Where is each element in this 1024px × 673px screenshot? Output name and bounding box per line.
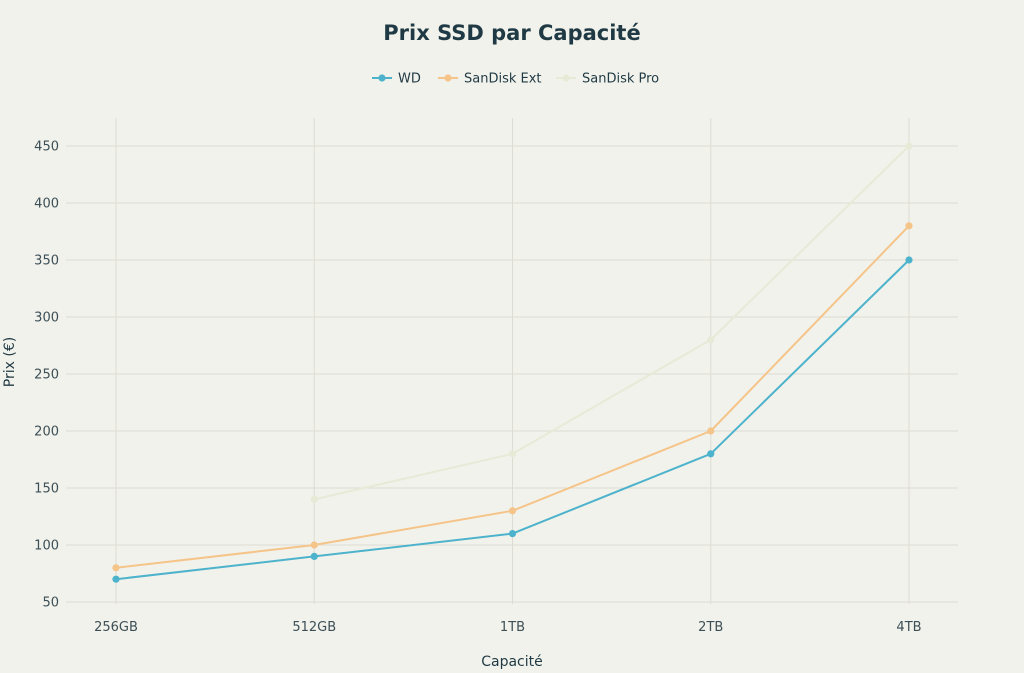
- x-tick-label: 2TB: [698, 620, 723, 635]
- legend-item[interactable]: SanDisk Ext: [438, 72, 542, 87]
- y-tick-label: 300: [34, 311, 59, 326]
- legend-swatch-marker: [378, 74, 386, 82]
- x-tick-label: 1TB: [500, 620, 525, 635]
- series-wd: [112, 256, 913, 583]
- legend-label: SanDisk Ext: [464, 72, 542, 87]
- legend-label: WD: [398, 72, 421, 87]
- x-axis-ticks: 256GB 512GB 1TB 2TB 4TB: [94, 620, 921, 635]
- data-point[interactable]: [707, 450, 715, 458]
- x-gridlines: [115, 118, 910, 604]
- y-tick-label: 150: [34, 482, 59, 497]
- y-tick-label: 50: [42, 596, 59, 611]
- y-tick-label: 250: [34, 368, 59, 383]
- y-axis-ticks: 50 100 150 200 250 300 350 400 450: [34, 140, 59, 611]
- legend: WD SanDisk Ext SanDisk Pro: [372, 72, 659, 87]
- x-tick-label: 4TB: [896, 620, 921, 635]
- y-axis-title: Prix (€): [2, 337, 18, 387]
- x-tick-label: 256GB: [94, 620, 138, 635]
- x-tick-label: 512GB: [292, 620, 336, 635]
- series-sandisk-pro: [310, 142, 913, 503]
- data-point[interactable]: [112, 575, 120, 583]
- legend-label: SanDisk Pro: [582, 72, 659, 87]
- y-tick-label: 450: [34, 140, 59, 155]
- y-tick-label: 200: [34, 425, 59, 440]
- y-tick-label: 350: [34, 254, 59, 269]
- data-point[interactable]: [707, 427, 715, 435]
- legend-item[interactable]: SanDisk Pro: [556, 72, 659, 87]
- data-point[interactable]: [508, 530, 517, 538]
- data-point[interactable]: [905, 256, 913, 264]
- data-point[interactable]: [905, 222, 913, 230]
- chart-title: Prix SSD par Capacité: [383, 21, 640, 45]
- y-tick-label: 100: [34, 539, 59, 554]
- series-layer: [112, 142, 913, 583]
- series-sandisk-ext: [112, 222, 913, 572]
- x-axis-title: Capacité: [481, 654, 543, 670]
- legend-swatch-marker: [444, 74, 452, 82]
- data-point[interactable]: [310, 541, 318, 549]
- data-point[interactable]: [310, 495, 318, 503]
- y-tick-label: 400: [34, 197, 59, 212]
- legend-swatch-marker: [562, 74, 570, 82]
- data-point[interactable]: [310, 552, 318, 561]
- data-point[interactable]: [508, 450, 517, 458]
- data-point[interactable]: [508, 507, 517, 515]
- series-line: [313, 145, 910, 501]
- data-point[interactable]: [905, 142, 913, 150]
- data-point[interactable]: [112, 564, 120, 572]
- legend-item[interactable]: WD: [372, 72, 421, 87]
- data-point[interactable]: [707, 336, 715, 344]
